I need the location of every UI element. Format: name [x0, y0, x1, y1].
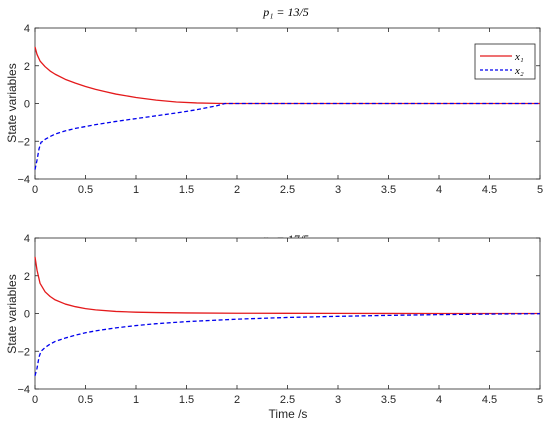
bottom-plot-ticks: 0 0.5 1 1.5 2 2.5 3 3.5 4 4.5 5 −4 −2 0 2 4 — [17, 233, 543, 406]
top-x-tick-label: 1.5 — [179, 184, 194, 196]
top-plot-series — [34, 46, 540, 170]
top-x-tick-label: 2 — [234, 184, 240, 196]
bottom-x-tick-label: 0 — [32, 394, 38, 406]
top-x-tick-label: 3.5 — [381, 184, 396, 196]
bottom-series-x1-line — [34, 256, 540, 315]
bottom-plot-x-axis-label: Time /s — [269, 407, 308, 421]
bottom-y-tick-label: 0 — [24, 309, 30, 321]
bottom-x-tick-label: 4 — [436, 394, 442, 406]
bottom-plot-y-axis-label: State variables — [5, 274, 19, 353]
legend-label-x1: x₁ — [514, 51, 524, 63]
bottom-x-tick-label: 1.5 — [179, 394, 194, 406]
top-x-tick-label: 0 — [32, 184, 38, 196]
legend: x₁ x₂ — [474, 43, 536, 80]
bottom-plot-series — [34, 256, 541, 376]
bottom-series-x2-line — [34, 313, 541, 376]
top-y-tick-label: −4 — [17, 174, 30, 186]
top-plot-ticks: 0 0.5 1 1.5 2 2.5 3 3.5 4 4.5 5 −4 −2 0 2 4 — [17, 23, 543, 196]
legend-box — [474, 43, 536, 80]
top-x-tick-label: 3 — [335, 184, 341, 196]
top-plot-y-axis-label: State variables — [5, 63, 19, 142]
top-x-tick-label: 2.5 — [280, 184, 295, 196]
top-plot: p₁ = 13/5 0 0.5 1 1.5 2 2.5 3 3.5 4 4.5 5 −4 −2 0 2 4 S… — [5, 5, 543, 196]
bottom-x-tick-label: 2.5 — [280, 394, 295, 406]
bottom-x-tick-label: 0.5 — [78, 394, 93, 406]
top-x-tick-label: 0.5 — [78, 184, 93, 196]
bottom-x-tick-label: 1 — [133, 394, 139, 406]
bottom-y-tick-label: 2 — [24, 271, 30, 283]
bottom-x-tick-label: 3 — [335, 394, 341, 406]
top-y-tick-label: 4 — [24, 23, 30, 35]
legend-label-x2: x₂ — [514, 65, 524, 77]
top-x-tick-label: 5 — [537, 184, 543, 196]
top-y-tick-label: −2 — [17, 136, 30, 148]
top-plot-title: p₁ = 13/5 — [262, 5, 309, 19]
bottom-x-tick-label: 2 — [234, 394, 240, 406]
bottom-x-tick-label: 5 — [537, 394, 543, 406]
bottom-x-tick-label: 3.5 — [381, 394, 396, 406]
bottom-x-tick-label: 4.5 — [482, 394, 497, 406]
bottom-y-tick-label: 4 — [24, 233, 30, 245]
top-y-tick-label: 0 — [24, 99, 30, 111]
top-x-tick-label: 4 — [436, 184, 442, 196]
bottom-y-tick-label: −4 — [17, 384, 30, 396]
top-x-tick-label: 4.5 — [482, 184, 497, 196]
top-series-x2-line — [34, 102, 540, 170]
top-x-tick-label: 1 — [133, 184, 139, 196]
top-y-tick-label: 2 — [24, 61, 30, 73]
bottom-y-tick-label: −2 — [17, 346, 30, 358]
